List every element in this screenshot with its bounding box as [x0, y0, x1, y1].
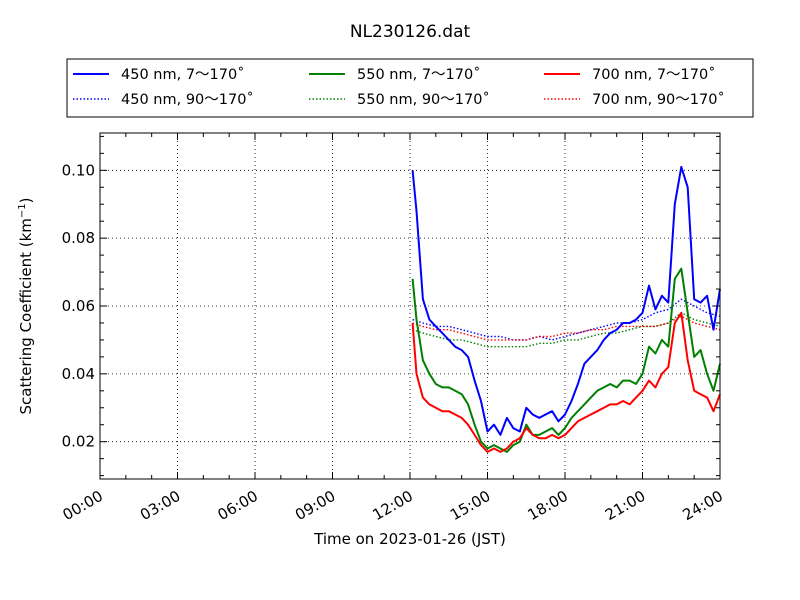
x-tick-label: 00:00 [60, 487, 106, 524]
axis-ticks: 00:00 03:00 06:00 09:00 12:00 15:00 18:00 21:00… [60, 133, 726, 524]
series-line [411, 165, 721, 436]
x-tick-label: 12:00 [370, 487, 416, 524]
x-tick-label: 06:00 [215, 487, 261, 524]
y-tick-label: 0.06 [62, 297, 95, 315]
legend-frame [66, 58, 754, 118]
series-lines [411, 165, 721, 453]
y-axis-label-exponent: −1 [17, 203, 28, 218]
legend-label: 550 nm, 90～170˚ [357, 91, 490, 108]
y-tick-label: 0.04 [62, 365, 95, 383]
legend-label: 550 nm, 7～170˚ [357, 66, 480, 83]
x-tick-label: 03:00 [137, 487, 183, 524]
y-tick-label: 0.10 [62, 161, 95, 179]
chart-title: NL230126.dat [350, 22, 471, 42]
legend-label: 700 nm, 7～170˚ [592, 66, 715, 83]
legend-label: 450 nm, 7～170˚ [121, 66, 244, 83]
legend-label: 450 nm, 90～170˚ [121, 91, 254, 108]
y-tick-label: 0.02 [62, 433, 95, 451]
y-axis-label-close: ) [17, 197, 35, 203]
grid-lines [99, 133, 721, 479]
series-line [412, 315, 721, 341]
x-tick-label: 24:00 [680, 487, 726, 524]
legend: 450 nm, 7～170˚ 450 nm, 90～170˚ 550 nm, 7～1… [66, 58, 754, 118]
series-line [411, 267, 721, 453]
x-tick-label: 18:00 [525, 487, 571, 524]
y-axis-label: Scattering Coefficient (km−1) [17, 197, 35, 414]
y-tick-label: 0.08 [62, 229, 95, 247]
x-tick-label: 15:00 [447, 487, 493, 524]
x-tick-label: 21:00 [602, 487, 648, 524]
legend-label: 700 nm, 90～170˚ [592, 91, 725, 108]
y-axis-label-main: Scattering Coefficient (km [17, 218, 35, 414]
series-line [411, 311, 721, 453]
x-axis-label: Time on 2023-01-26 (JST) [313, 530, 506, 548]
x-tick-label: 09:00 [292, 487, 338, 524]
